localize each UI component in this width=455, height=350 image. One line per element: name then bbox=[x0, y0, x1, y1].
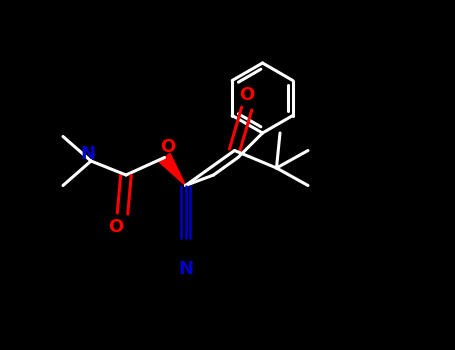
Text: O: O bbox=[108, 218, 123, 237]
Text: O: O bbox=[160, 138, 176, 156]
Text: O: O bbox=[239, 85, 254, 104]
Polygon shape bbox=[159, 153, 186, 186]
Text: N: N bbox=[80, 145, 95, 163]
Text: N: N bbox=[178, 260, 193, 279]
